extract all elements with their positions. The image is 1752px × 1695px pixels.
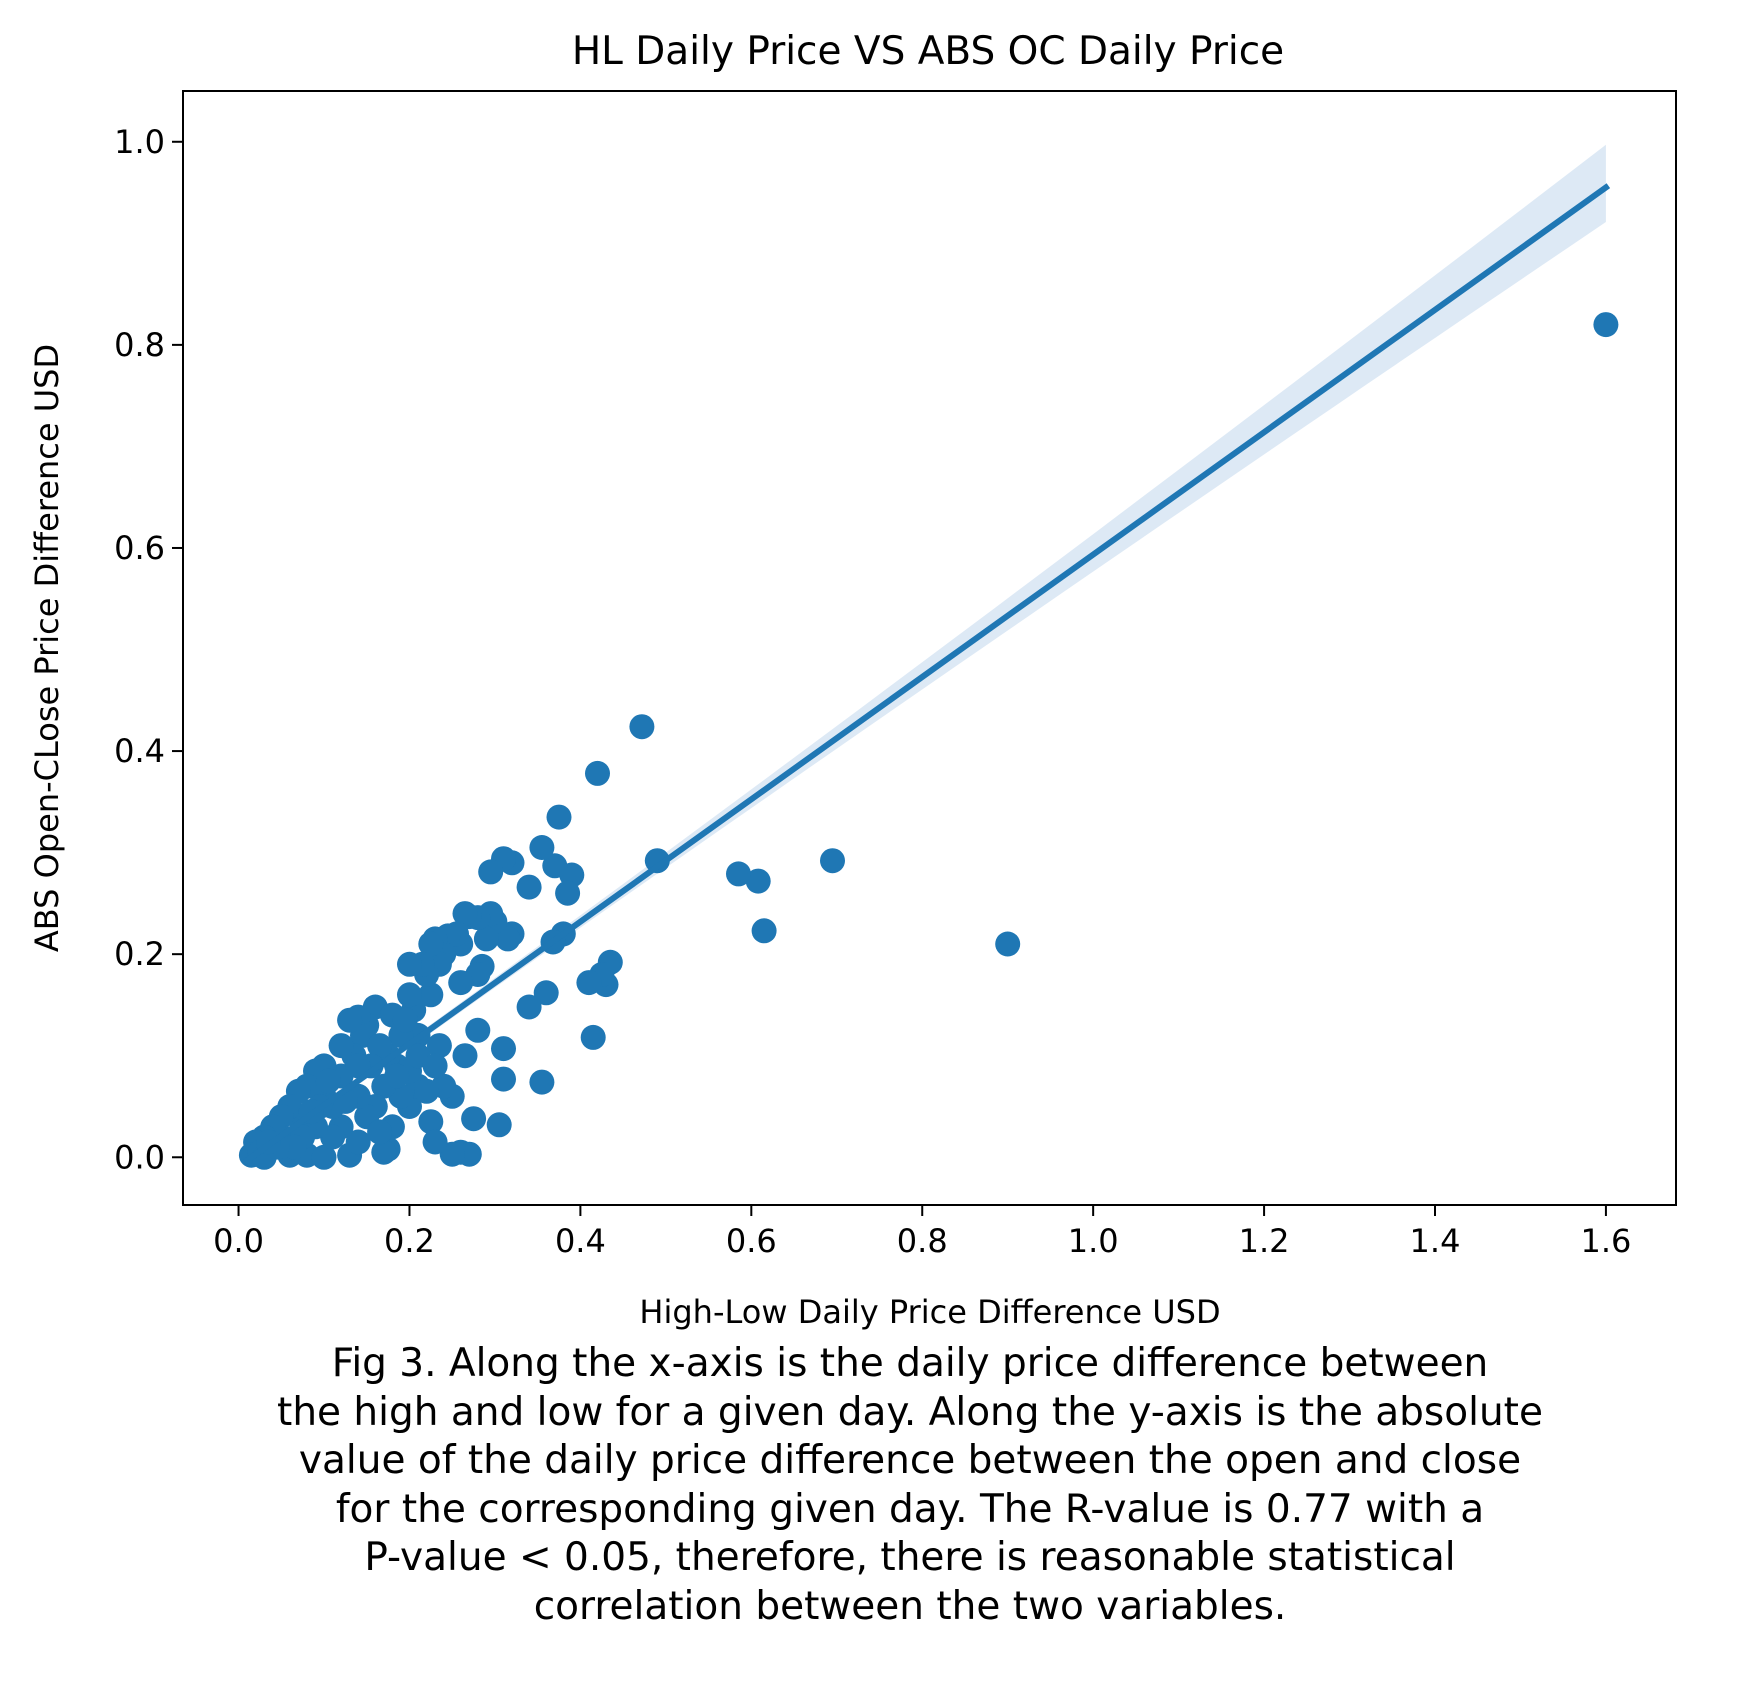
data-point [448, 970, 474, 996]
data-point [486, 1112, 512, 1138]
data-point [397, 982, 422, 1008]
data-point [452, 1043, 478, 1069]
data-point [751, 918, 777, 944]
caption-line: correlation between the two variables. [533, 1583, 1287, 1629]
data-point [529, 835, 555, 860]
x-tick-label: 0.6 [726, 1222, 777, 1260]
data-point [345, 1053, 371, 1079]
data-point [585, 760, 610, 786]
y-tick-label: 1.0 [114, 123, 165, 161]
data-point [576, 970, 602, 996]
caption-line: for the corresponding given day. The R-v… [335, 1486, 1485, 1532]
data-point [820, 848, 845, 874]
x-tick-label: 1.0 [1068, 1222, 1119, 1260]
data-point [367, 1119, 393, 1145]
caption-line: P-value < 0.05, therefore, there is reas… [364, 1535, 1456, 1580]
data-point [418, 931, 444, 957]
data-point [397, 951, 422, 977]
x-tick-label: 1.6 [1580, 1222, 1631, 1260]
data-point [580, 1024, 606, 1050]
data-point [478, 859, 504, 885]
x-ticks: 0.0 0.2 0.4 0.6 0.8 1.0 1.2 1.4 1.6 [213, 1205, 1631, 1260]
data-point [516, 874, 542, 900]
data-point [315, 1068, 341, 1094]
data-point [414, 1078, 440, 1104]
x-axis-label: High-Low Daily Price Difference USD [639, 1293, 1220, 1331]
scatter-chart: HL Daily Price VS ABS OC Daily Price 0.0… [28, 29, 1677, 1331]
y-tick-label: 0.8 [114, 326, 165, 364]
data-point [426, 1033, 452, 1059]
data-point [418, 1109, 444, 1135]
data-point [422, 1053, 448, 1079]
x-tick-label: 1.2 [1239, 1222, 1290, 1260]
data-point [418, 982, 444, 1008]
chart-title: HL Daily Price VS ABS OC Daily Price [572, 29, 1284, 74]
caption-line: the high and low for a given day. Along … [277, 1389, 1543, 1435]
points-layer [238, 312, 1619, 1170]
x-tick-label: 0.0 [213, 1222, 264, 1260]
data-point [311, 1144, 337, 1170]
figure-caption: Fig 3. Along the x-axis is the daily pri… [60, 1340, 1752, 1631]
x-tick-label: 0.2 [384, 1222, 435, 1260]
data-point [555, 880, 581, 906]
data-point [392, 1007, 418, 1033]
data-point [516, 994, 542, 1020]
data-point [745, 868, 771, 894]
data-point [422, 1129, 448, 1155]
data-point [367, 1033, 393, 1059]
x-tick-label: 1.4 [1410, 1222, 1461, 1260]
y-tick-label: 0.2 [114, 935, 165, 973]
y-ticks: 0.0 0.2 0.4 0.6 0.8 1.0 [114, 123, 183, 1176]
data-point [995, 931, 1021, 957]
data-point [371, 1139, 397, 1165]
caption-line: value of the daily price difference betw… [298, 1438, 1522, 1483]
y-axis-label: ABS Open-CLose Price Difference USD [28, 344, 66, 952]
regression-line-layer [242, 183, 1611, 1165]
data-point [491, 1066, 516, 1092]
x-tick-label: 0.8 [897, 1222, 948, 1260]
data-point [337, 1007, 363, 1033]
data-point [629, 714, 655, 740]
data-point [461, 1106, 487, 1132]
data-point [726, 861, 751, 887]
data-point [1593, 312, 1619, 338]
caption-line: Fig 3. Along the x-axis is the daily pri… [331, 1341, 1489, 1386]
data-point [465, 1017, 491, 1043]
x-tick-label: 0.4 [555, 1222, 606, 1260]
data-point [533, 980, 559, 1006]
y-tick-label: 0.0 [114, 1138, 165, 1176]
data-point [542, 853, 568, 879]
data-point [495, 926, 521, 952]
data-point [491, 1036, 516, 1062]
plot-frame [182, 90, 1677, 1206]
data-point [644, 848, 670, 874]
data-point [456, 1141, 482, 1167]
data-point [546, 804, 572, 830]
data-point [384, 1063, 410, 1089]
regression-line [242, 183, 1611, 1165]
data-point [328, 1033, 354, 1059]
data-point [452, 901, 478, 927]
y-tick-label: 0.4 [114, 732, 165, 770]
data-point [281, 1134, 307, 1160]
data-point [473, 926, 499, 952]
data-point [345, 1129, 371, 1155]
data-point [529, 1069, 555, 1095]
y-tick-label: 0.6 [114, 529, 165, 567]
